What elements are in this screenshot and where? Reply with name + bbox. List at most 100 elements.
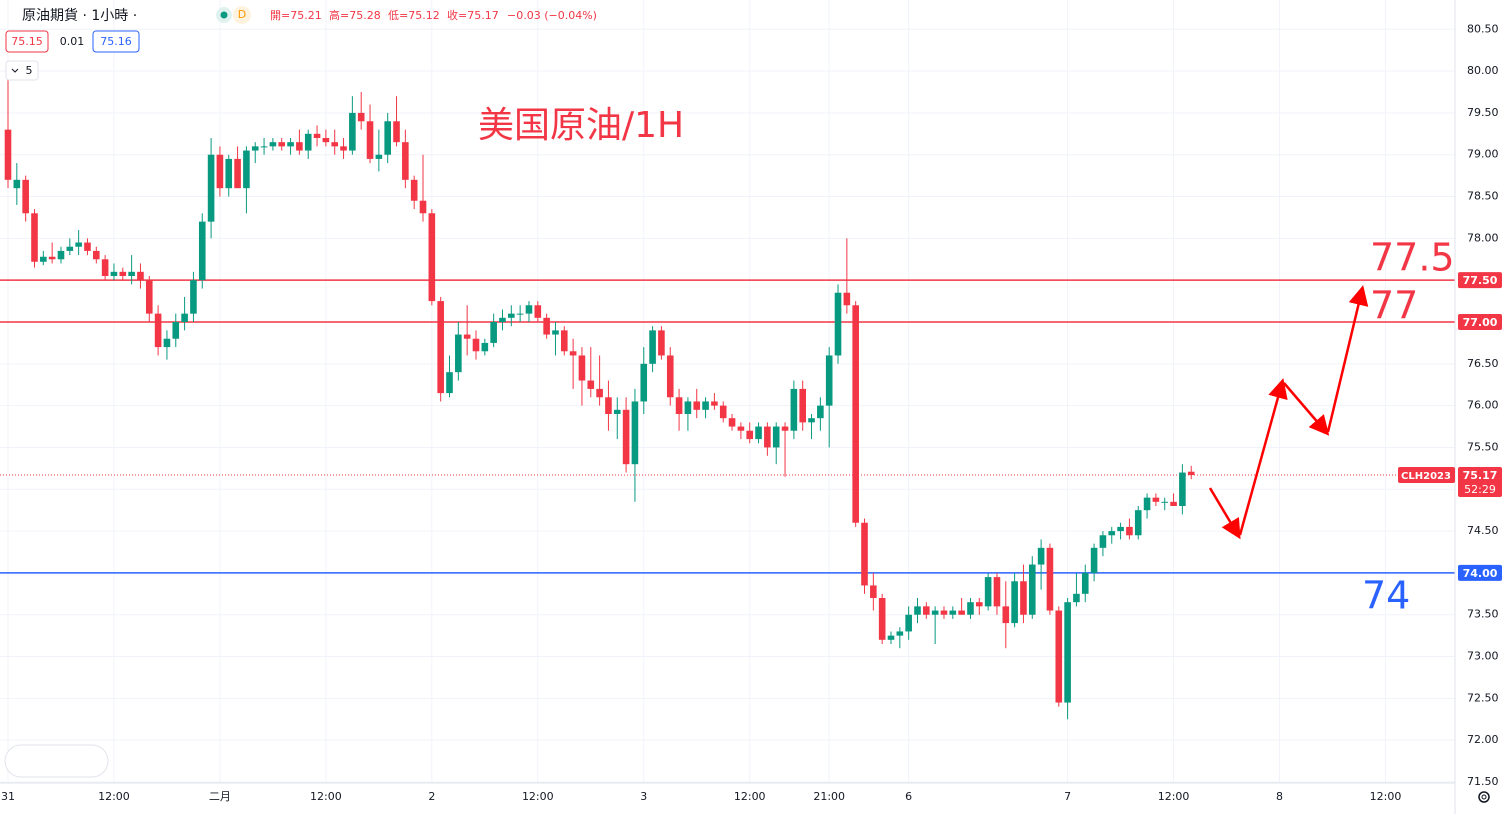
candle-body [737,426,745,431]
level-label: 77 [1370,284,1418,328]
y-tick-label: 80.50 [1467,22,1499,35]
candle-body [340,146,347,151]
candle-body [463,334,471,339]
arrow [1283,382,1330,436]
candle-body [878,598,886,640]
candle-body [1037,547,1045,565]
x-tick-label: 6 [905,790,912,803]
countdown: 52:29 [1464,483,1496,496]
candle-body [640,363,648,402]
y-tick-label: 76.50 [1467,357,1499,370]
candle-body [296,142,303,151]
candle-body [525,305,533,314]
settings-icon[interactable] [1478,791,1490,803]
candle-body [923,606,930,615]
y-tick-label: 72.50 [1467,691,1499,704]
candle-body [1002,606,1010,624]
y-tick-label: 73.00 [1467,650,1499,663]
candle-body [455,334,462,373]
annotation: 美国原油/1H [478,105,684,146]
candle-body [825,355,833,406]
y-tick-label: 71.50 [1467,775,1499,788]
candle-body [172,322,180,339]
candle-body [1134,510,1142,536]
candle-body [31,213,38,262]
candle-body [1108,531,1116,536]
x-tick-label: 12:00 [98,790,130,803]
candle-body [596,388,603,398]
level-tag-label: 77.50 [1463,274,1498,287]
nav-box[interactable] [4,744,109,778]
x-tick-label: 12:00 [310,790,342,803]
candle-body [949,610,957,615]
candle-body [543,317,550,335]
candle-body [393,121,400,143]
candle-body [1046,547,1054,611]
candle-body [349,112,356,151]
candle-body [1073,593,1080,603]
candle-body [719,405,727,419]
candle-body [861,522,868,586]
candle-body [622,409,630,465]
candle-body [490,322,497,343]
gear-center [1481,794,1487,800]
ask-box[interactable] [92,30,140,53]
candle-body [366,121,374,159]
header: 原油期貨 · 1小時 · D 開=75.21 高=75.28 低=75.12 收… [5,6,597,81]
candle-body [976,602,983,607]
candle-body [1117,526,1124,532]
candle-body [905,614,912,632]
candle-body [22,179,29,214]
candle-body [940,610,948,615]
candle-body [613,409,621,414]
y-tick-label: 79.50 [1467,106,1499,119]
candle-body [578,355,586,381]
x-tick-label: 12:00 [1370,790,1402,803]
candle-body [781,426,789,431]
candle-body [84,242,91,251]
symbol-tag [1398,467,1455,484]
candle-body [1055,610,1063,703]
candle-body [711,401,718,406]
candle-body [931,610,939,615]
candle-body [437,301,444,394]
level-tag [1458,272,1502,289]
y-tick-label: 76.00 [1467,399,1499,412]
bid-box[interactable] [5,30,49,53]
candle-body [1126,526,1133,536]
candle-body [675,397,683,414]
candle-body [834,292,842,356]
candle-body [4,129,12,180]
candle-body [181,313,188,322]
candle-body [190,280,197,314]
x-tick-label: 7 [1064,790,1071,803]
candle-body [207,154,215,222]
candle-body [755,426,762,440]
candle-body [790,388,798,431]
candle-body [1028,564,1036,615]
x-tick-label: 12:00 [522,790,554,803]
price-tag-label: 75.17 [1463,469,1498,482]
candle-body [560,330,568,352]
status-dot [220,11,228,19]
x-tick-label: 12:00 [734,790,766,803]
candle-body [649,330,656,364]
y-tick-label: 75.50 [1467,440,1499,453]
indicator-box[interactable] [5,60,39,81]
candle-body [410,179,418,201]
candle-body [587,380,595,389]
candle-body [384,121,391,155]
candle-body [993,577,1001,607]
candle-body [163,338,171,348]
x-tick-label: 二月 [209,790,231,803]
candle-body [534,305,542,318]
candle-body [40,256,47,262]
candle-body [1011,581,1018,624]
candles [4,79,1195,720]
candle-body [1179,472,1186,506]
candle-body [1099,535,1107,548]
candle-body [234,158,241,189]
candle-body [322,138,330,143]
candle-body [958,610,965,615]
candle-body [313,133,321,138]
